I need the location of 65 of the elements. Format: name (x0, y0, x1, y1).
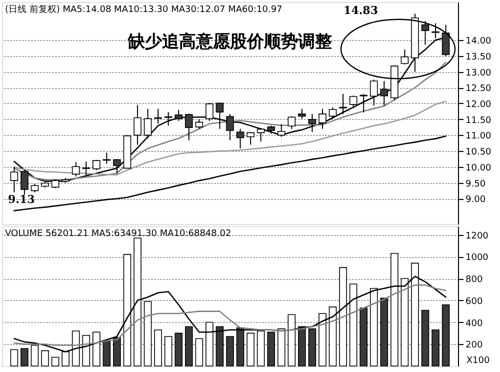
candlestick (113, 158, 121, 174)
candlestick (174, 109, 183, 122)
bar (20, 348, 28, 366)
y-tick-label: 10.00 (466, 163, 492, 174)
candlestick (144, 108, 152, 139)
candlestick (349, 95, 358, 108)
candlestick (370, 79, 378, 106)
y-tick-label: 12.50 (466, 84, 492, 94)
annotation: (日线 前复权) MA5:14.08 MA10:13.30 MA30:12.07 MA60:10.97 (5, 4, 282, 15)
candlestick (102, 152, 111, 164)
candlestick (82, 161, 90, 176)
candlestick (184, 113, 193, 141)
candlestick (288, 116, 296, 130)
candlestick (277, 124, 286, 138)
candlestick (360, 93, 368, 113)
candlestick (256, 128, 265, 142)
y-tick-label: 12.00 (466, 100, 492, 110)
y-tick-label: 11.00 (466, 132, 492, 142)
text: 缺少追高意愿股价顺势调整 (127, 32, 332, 52)
candlestick (195, 118, 204, 130)
y-tick-label: 1000 (466, 253, 489, 264)
bar (442, 304, 450, 366)
y-tick-label: 400 (466, 318, 483, 329)
line-series (14, 284, 446, 346)
candlestick (328, 106, 337, 120)
candlestick (216, 102, 224, 130)
candlestick (298, 108, 306, 120)
bar (267, 332, 276, 366)
candlestick (400, 49, 409, 65)
bar (174, 332, 183, 366)
y-tick-label: 9.00 (466, 195, 486, 206)
candlestick (339, 93, 347, 114)
candlestick (164, 112, 172, 126)
bar (380, 298, 388, 366)
candlestick (380, 80, 388, 106)
y-tick-label: 13.50 (466, 52, 492, 62)
candlestick (246, 132, 254, 146)
bar (308, 328, 316, 366)
bar (421, 310, 430, 366)
y-tick-label: 1200 (466, 231, 489, 242)
y-tick-label: 14.00 (466, 36, 492, 47)
y-tick-label: 13.00 (466, 68, 492, 78)
candlestick (154, 108, 162, 124)
y-axis-title: X100 (466, 356, 490, 366)
candlestick (134, 104, 142, 146)
candlestick (236, 128, 244, 150)
y-tick-label: 800 (466, 275, 483, 285)
bar (432, 330, 440, 366)
candlestick (206, 102, 214, 122)
candlestick (226, 113, 234, 141)
annotation: VOLUME 56201.21 MA5:63491.30 MA10:68848.02 (5, 229, 232, 239)
y-tick-label: 10.50 (466, 148, 492, 158)
bar (226, 336, 234, 366)
y-tick-label: 11.50 (466, 116, 492, 126)
line-series (14, 100, 446, 176)
y-tick-label: 9.50 (466, 179, 486, 190)
candlestick (10, 166, 18, 193)
annotation: 9.13 (8, 193, 35, 206)
y-tick-label: 600 (466, 296, 483, 307)
annotation: 14.83 (344, 4, 378, 17)
candlestick (318, 108, 326, 130)
candlestick (308, 113, 316, 133)
candlestick (72, 162, 80, 177)
y-tick-label: 200 (466, 340, 483, 351)
bar (360, 308, 368, 366)
